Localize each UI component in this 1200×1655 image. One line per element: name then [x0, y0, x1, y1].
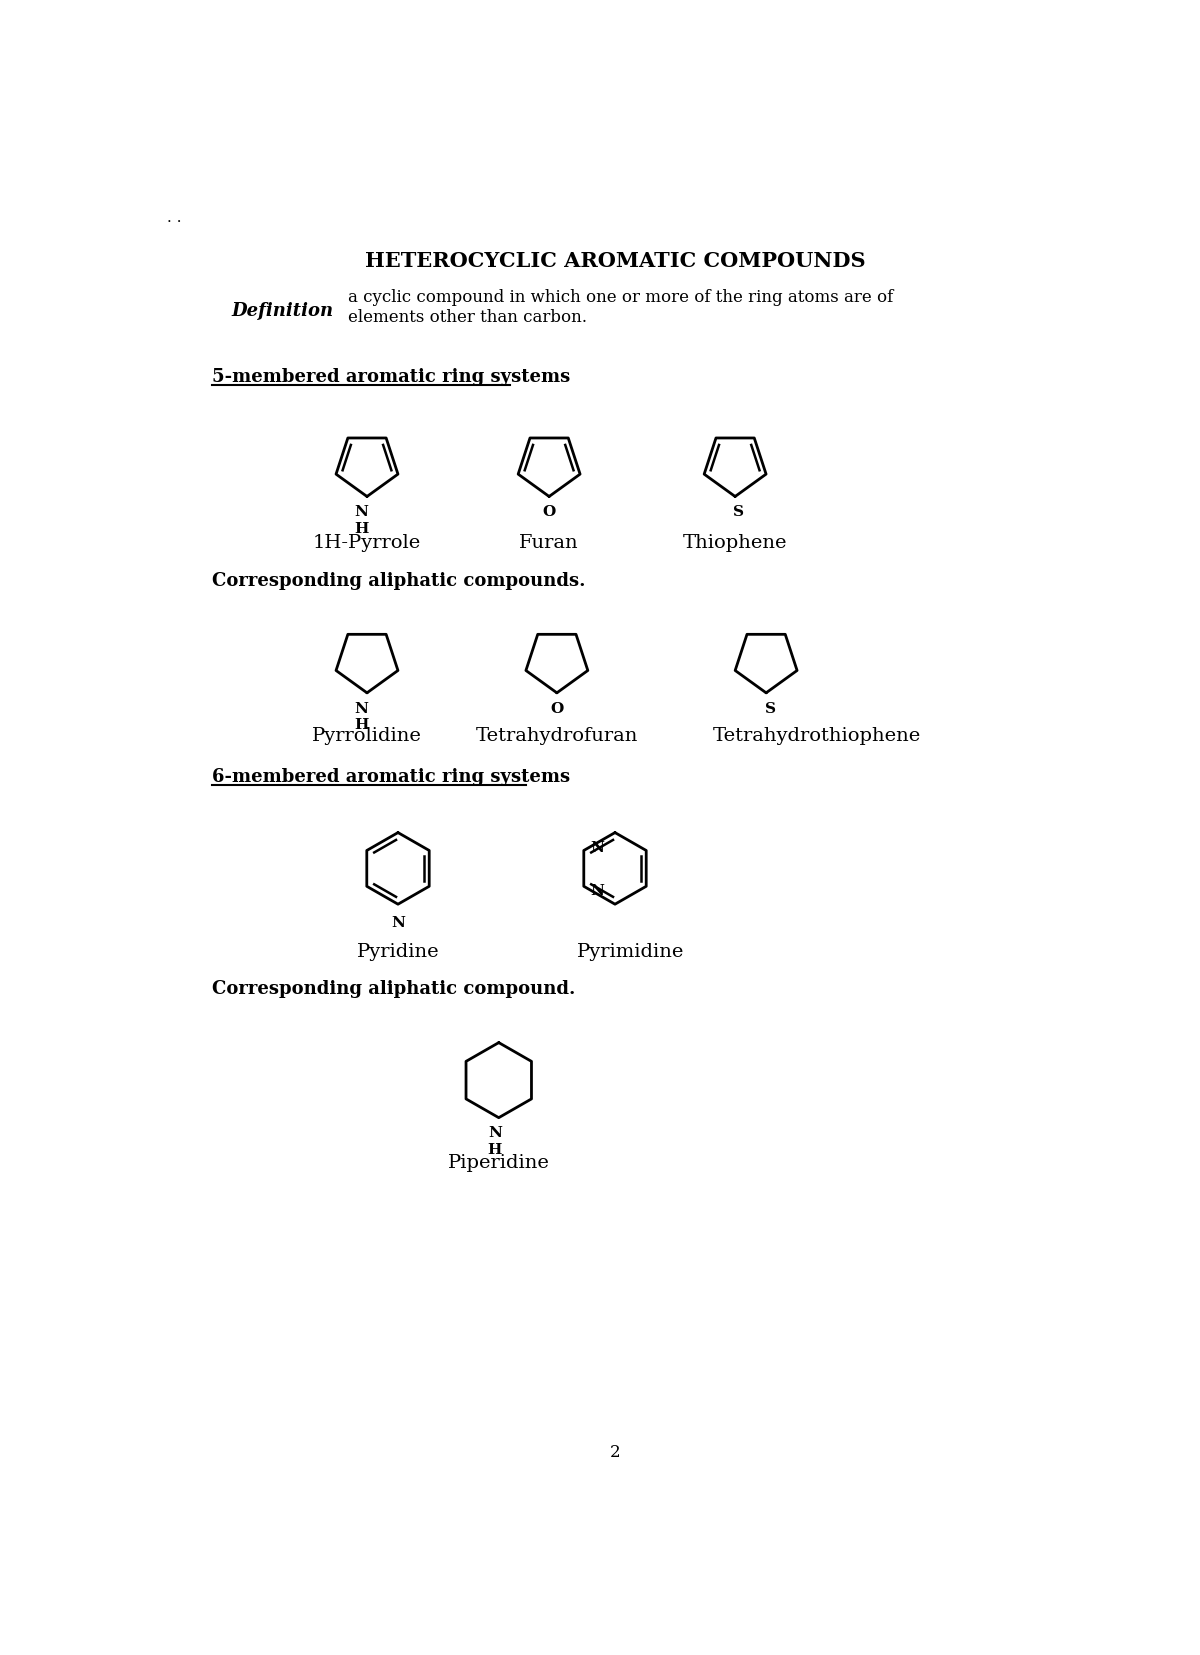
Text: Pyrrolidine: Pyrrolidine [312, 727, 422, 745]
Text: Definition: Definition [232, 301, 334, 319]
Text: HETEROCYCLIC AROMATIC COMPOUNDS: HETEROCYCLIC AROMATIC COMPOUNDS [365, 252, 865, 271]
Text: Tetrahydrothiophene: Tetrahydrothiophene [713, 727, 920, 745]
Text: N: N [590, 884, 604, 897]
Text: N: N [590, 841, 604, 854]
Text: Tetrahydrofuran: Tetrahydrofuran [475, 727, 638, 745]
Text: O: O [551, 702, 564, 715]
Text: N: N [355, 505, 368, 520]
Text: 2: 2 [610, 1443, 620, 1460]
Text: S: S [764, 702, 775, 715]
Text: H: H [487, 1142, 502, 1157]
Text: N: N [488, 1125, 502, 1140]
Text: Thiophene: Thiophene [683, 535, 787, 553]
Text: a cyclic compound in which one or more of the ring atoms are of
elements other t: a cyclic compound in which one or more o… [348, 290, 893, 326]
Text: Corresponding aliphatic compound.: Corresponding aliphatic compound. [212, 980, 575, 996]
Text: Furan: Furan [520, 535, 578, 553]
Text: Pyridine: Pyridine [356, 942, 439, 960]
Text: 1H-Pyrrole: 1H-Pyrrole [313, 535, 421, 553]
Text: Piperidine: Piperidine [448, 1154, 550, 1172]
Text: Corresponding aliphatic compounds.: Corresponding aliphatic compounds. [212, 571, 586, 589]
Text: 6-membered aromatic ring systems: 6-membered aromatic ring systems [212, 768, 570, 786]
Text: S: S [733, 505, 744, 520]
Text: Pyrimidine: Pyrimidine [577, 942, 684, 960]
Text: O: O [542, 505, 556, 520]
Text: 5-membered aromatic ring systems: 5-membered aromatic ring systems [212, 367, 570, 386]
Text: N: N [391, 915, 404, 930]
Text: H: H [354, 718, 368, 732]
Text: H: H [354, 521, 368, 536]
Text: N: N [355, 702, 368, 715]
Text: · ·: · · [167, 215, 181, 228]
